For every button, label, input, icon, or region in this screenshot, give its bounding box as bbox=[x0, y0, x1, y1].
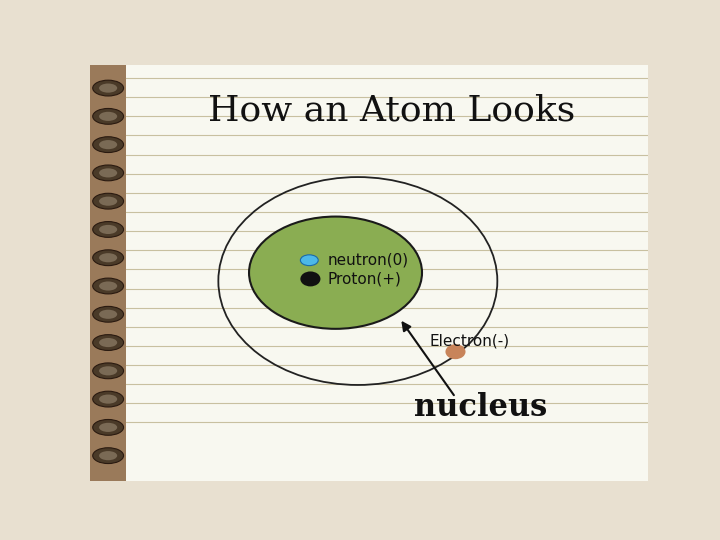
Ellipse shape bbox=[99, 366, 117, 375]
Ellipse shape bbox=[249, 217, 422, 329]
Text: Proton(+): Proton(+) bbox=[327, 272, 401, 286]
Ellipse shape bbox=[93, 221, 124, 238]
Ellipse shape bbox=[93, 137, 124, 152]
Ellipse shape bbox=[93, 165, 124, 181]
Ellipse shape bbox=[93, 278, 124, 294]
Ellipse shape bbox=[99, 225, 117, 234]
Circle shape bbox=[300, 272, 320, 286]
Ellipse shape bbox=[99, 281, 117, 291]
Ellipse shape bbox=[99, 310, 117, 319]
Ellipse shape bbox=[99, 338, 117, 347]
Ellipse shape bbox=[99, 395, 117, 404]
Ellipse shape bbox=[99, 451, 117, 460]
Ellipse shape bbox=[99, 112, 117, 121]
Ellipse shape bbox=[99, 253, 117, 262]
Bar bbox=[90, 65, 126, 481]
Ellipse shape bbox=[93, 250, 124, 266]
Ellipse shape bbox=[93, 193, 124, 209]
Ellipse shape bbox=[93, 80, 124, 96]
Ellipse shape bbox=[99, 140, 117, 149]
Text: nucleus: nucleus bbox=[414, 393, 547, 423]
Ellipse shape bbox=[93, 306, 124, 322]
Ellipse shape bbox=[93, 448, 124, 463]
Ellipse shape bbox=[93, 109, 124, 124]
Ellipse shape bbox=[99, 423, 117, 432]
Ellipse shape bbox=[300, 255, 318, 266]
Ellipse shape bbox=[93, 363, 124, 379]
Text: How an Atom Looks: How an Atom Looks bbox=[207, 93, 575, 127]
Text: Electron(-): Electron(-) bbox=[429, 334, 510, 349]
Ellipse shape bbox=[93, 335, 124, 350]
Ellipse shape bbox=[93, 391, 124, 407]
Ellipse shape bbox=[99, 84, 117, 93]
Ellipse shape bbox=[99, 168, 117, 178]
Circle shape bbox=[446, 344, 466, 359]
Ellipse shape bbox=[99, 197, 117, 206]
Text: neutron(0): neutron(0) bbox=[327, 253, 408, 268]
Ellipse shape bbox=[93, 420, 124, 435]
